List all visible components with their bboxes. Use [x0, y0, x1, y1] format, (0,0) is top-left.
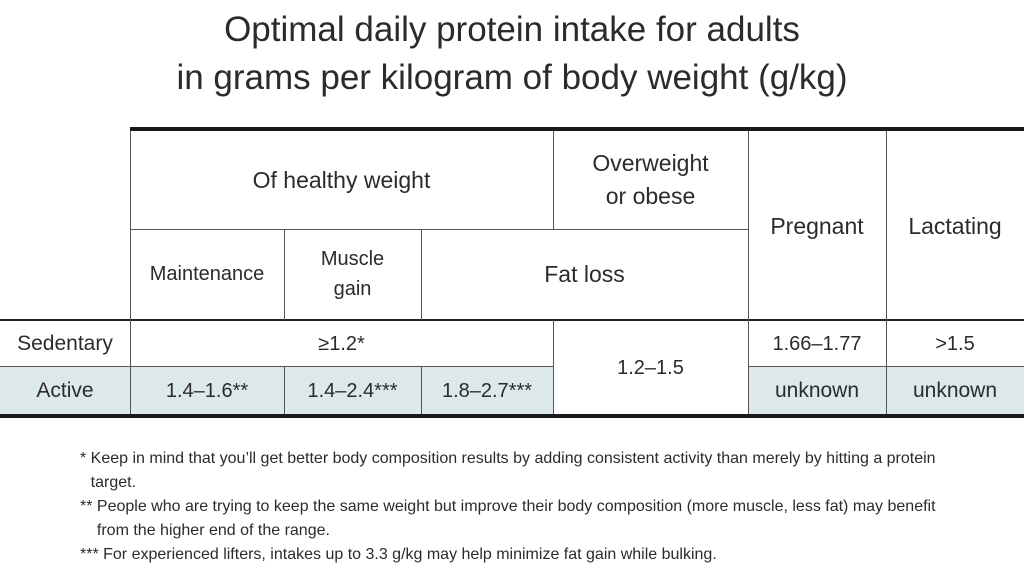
header-muscle-gain: Muscle gain [284, 229, 421, 319]
footnote-marker: * [80, 450, 91, 467]
footnote-text: For experienced lifters, intakes up to 3… [103, 546, 717, 563]
table-bottom-rule [0, 414, 1024, 418]
header-divider [130, 229, 748, 230]
header-maintenance: Maintenance [149, 263, 265, 285]
col-line-overweight-body [553, 320, 554, 414]
col-line-muscle [284, 229, 285, 320]
active-muscle-value: 1.4–2.4*** [307, 379, 398, 402]
header-overweight-line1: Overweight [592, 150, 709, 176]
active-row-shade [0, 366, 553, 414]
col-line-fatloss [421, 229, 422, 320]
sedentary-pregnant-value: 1.66–1.77 [772, 332, 862, 355]
header-overweight: Overweight or obese [553, 131, 748, 229]
col-line-left [130, 131, 131, 414]
page-title: Optimal daily protein intake for adults … [0, 6, 1024, 102]
table-top-rule [130, 127, 1024, 131]
footnote-2: ** People who are trying to keep the sam… [80, 495, 960, 543]
active-pregnant-value: unknown [774, 378, 860, 402]
col-line-lactating [886, 131, 887, 414]
header-healthy-weight: Of healthy weight [252, 167, 431, 193]
header-pregnant: Pregnant [770, 212, 864, 239]
row-label-sedentary: Sedentary [17, 331, 113, 355]
row-divider-left [0, 366, 553, 367]
col-line-muscle-active [284, 366, 285, 414]
footnotes: * Keep in mind that you’ll get better bo… [80, 447, 960, 567]
row-label-active: Active [36, 378, 94, 402]
header-bottom-line [0, 319, 1024, 321]
sedentary-healthy-number: 1.2* [329, 332, 365, 355]
title-line-2: in grams per kilogram of body weight (g/… [176, 58, 848, 97]
active-fatloss-value: 1.8–2.7*** [441, 379, 533, 402]
active-lactating-value: unknown [912, 378, 998, 402]
footnote-1: * Keep in mind that you’ll get better bo… [80, 447, 960, 495]
footnote-3: *** For experienced lifters, intakes up … [80, 543, 960, 567]
footnote-marker: ** [80, 498, 97, 515]
title-line-1: Optimal daily protein intake for adults [224, 10, 800, 49]
header-overweight-line2: or obese [605, 183, 696, 209]
active-maintenance-value: 1.4–1.6** [165, 379, 249, 402]
header-lactating: Lactating [908, 212, 1002, 239]
col-line-overweight [553, 131, 554, 229]
col-line-pregnant [748, 131, 749, 414]
col-line-fatloss-active [421, 366, 422, 414]
header-fat-loss: Fat loss [544, 261, 625, 287]
header-muscle-line1: Muscle [320, 248, 385, 270]
header-muscle-line2: gain [333, 278, 372, 300]
sedentary-lactating-value: >1.5 [935, 332, 975, 355]
footnote-marker: *** [80, 546, 104, 563]
ge-symbol: ≥ [318, 332, 330, 355]
footnote-text: People who are trying to keep the same w… [96, 498, 936, 539]
sedentary-healthy-value: ≥1.2* [130, 321, 553, 366]
footnote-text: Keep in mind that you’ll get better body… [90, 450, 936, 491]
overweight-value: 1.2–1.5 [617, 356, 684, 379]
